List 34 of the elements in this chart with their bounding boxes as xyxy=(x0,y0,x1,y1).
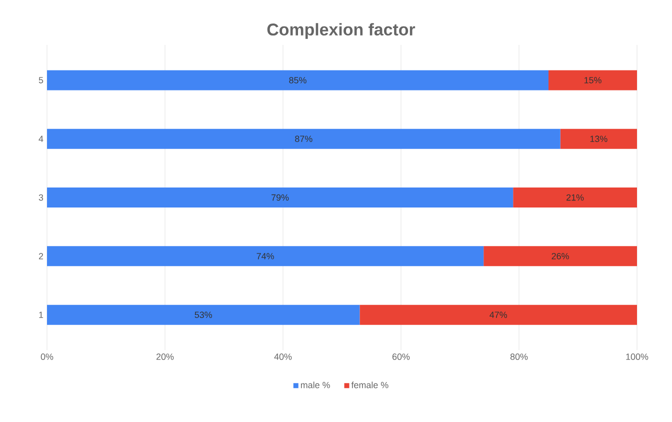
legend-label: male % xyxy=(300,382,330,388)
bar xyxy=(360,304,638,325)
bar xyxy=(47,188,514,208)
x-tick-label: 100% xyxy=(626,354,648,360)
y-tick-label: 1 xyxy=(39,312,44,318)
bar xyxy=(47,70,549,90)
y-tick-label: 5 xyxy=(38,77,44,84)
data-label: 15% xyxy=(584,77,602,84)
x-tick-label: 60% xyxy=(392,354,410,360)
legend-label: female % xyxy=(351,382,388,388)
y-tick-label: 4 xyxy=(38,136,44,142)
data-label: 85% xyxy=(289,77,306,84)
chart-title: Complexion factor xyxy=(267,23,416,39)
bar xyxy=(560,128,638,149)
y-tick-label: 2 xyxy=(38,253,44,260)
x-tick-label: 0% xyxy=(40,354,54,360)
y-tick-label: 3 xyxy=(38,194,44,201)
bar xyxy=(47,128,560,149)
data-label: 13% xyxy=(590,136,608,142)
bar xyxy=(47,304,360,325)
data-label: 21% xyxy=(566,194,584,201)
data-label: 47% xyxy=(490,312,508,318)
x-tick-label: 40% xyxy=(274,354,292,360)
data-label: 53% xyxy=(194,312,212,318)
bar xyxy=(513,188,638,208)
data-label: 79% xyxy=(272,194,289,201)
bar xyxy=(548,70,638,90)
data-label: 74% xyxy=(256,253,274,260)
data-label: 26% xyxy=(552,252,569,260)
bar xyxy=(47,246,484,266)
x-tick-label: 80% xyxy=(510,354,528,360)
data-label: 87% xyxy=(295,136,312,142)
x-tick-label: 20% xyxy=(156,354,174,360)
bar xyxy=(484,246,638,266)
